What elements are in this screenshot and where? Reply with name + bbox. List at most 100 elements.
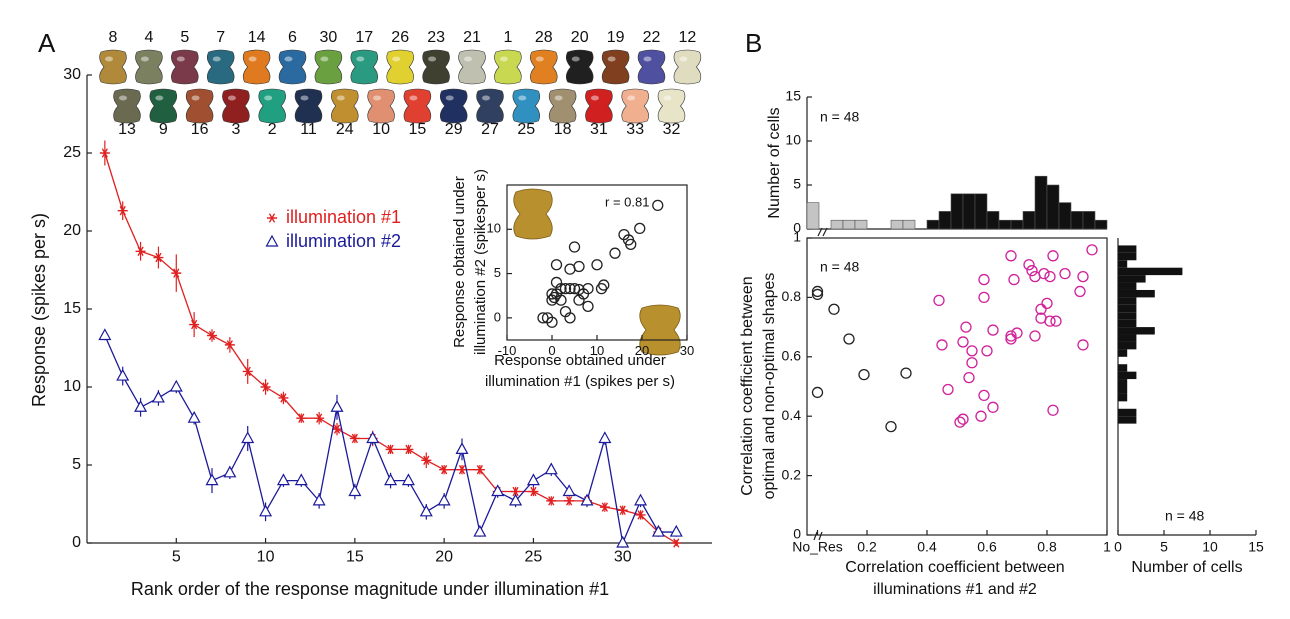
point-marker — [187, 410, 201, 423]
scatter-point — [582, 300, 594, 312]
scatter-point — [1023, 259, 1035, 271]
point-marker — [312, 493, 326, 506]
scatter-point — [546, 288, 558, 300]
shape-icon — [222, 88, 250, 124]
shape-highlight — [409, 95, 418, 101]
scatter-point — [900, 367, 912, 379]
y-tick-label: 1 — [793, 229, 801, 245]
shape-icon — [494, 49, 522, 85]
y-tick-label: 15 — [63, 300, 81, 317]
scatter-point — [595, 282, 608, 295]
point-marker — [99, 148, 110, 158]
point-marker — [241, 431, 255, 444]
scatter-point — [1038, 267, 1050, 280]
shape-icon — [350, 49, 379, 85]
scatter-point — [1041, 297, 1053, 309]
point-marker — [473, 524, 487, 537]
point-marker — [153, 252, 164, 263]
shape-icon — [294, 88, 323, 124]
shape-label: 10 — [372, 121, 390, 138]
shape-highlight — [155, 95, 164, 101]
annotation: r = 0.81 — [605, 194, 649, 209]
shape-highlight — [320, 56, 329, 62]
shape-highlight — [663, 95, 672, 101]
x-tick-label: 10 — [257, 549, 275, 566]
point-marker — [564, 496, 575, 506]
shape-label: 25 — [517, 121, 535, 138]
histogram-bar — [1010, 219, 1024, 230]
scatter-point — [1035, 303, 1047, 315]
x-tick-label: No_Res — [792, 538, 843, 554]
histogram-bar — [1118, 289, 1155, 298]
x-tick-label: 10 — [590, 343, 604, 358]
scatter-point — [933, 294, 945, 307]
shape-icon — [422, 49, 450, 85]
histogram-bar — [986, 211, 1000, 230]
scatter-point — [1029, 330, 1041, 342]
scatter-point — [1059, 267, 1071, 280]
shape-icon — [601, 49, 630, 85]
y-axis-label: Response obtained under — [451, 176, 468, 348]
scatter-point — [987, 401, 999, 413]
scatter-point — [537, 312, 549, 324]
x-tick-label: 0.6 — [977, 538, 997, 554]
x-tick-label: 0.8 — [1037, 538, 1057, 554]
point-marker — [98, 328, 112, 341]
shape-highlight — [264, 95, 273, 101]
point-marker — [651, 524, 665, 537]
shape-highlight — [643, 56, 652, 62]
histogram-bar — [1118, 371, 1137, 380]
histogram-bar — [1118, 408, 1137, 417]
y-tick-label: 30 — [63, 66, 81, 83]
scatter-point — [858, 368, 870, 381]
x-tick-label: 0.4 — [917, 538, 937, 554]
x-tick-label: 15 — [1248, 538, 1264, 554]
shape-icon — [512, 88, 541, 124]
histogram-bar — [962, 193, 976, 230]
shape-icon — [565, 49, 594, 85]
shape-label: 7 — [216, 29, 225, 46]
shape-highlight — [607, 56, 616, 62]
y-tick-label: 5 — [793, 176, 801, 192]
shape-icon — [530, 49, 558, 85]
scatter-point — [1077, 339, 1089, 351]
shape-label: 2 — [268, 121, 277, 138]
shape-icon — [403, 88, 432, 124]
scatter-point — [1005, 333, 1017, 345]
histogram-bar — [1034, 175, 1048, 230]
point-marker — [455, 442, 469, 454]
histogram-bar — [938, 211, 952, 230]
x-tick-label: 15 — [346, 549, 364, 566]
histogram-bar — [1022, 211, 1036, 230]
point-marker — [526, 473, 540, 486]
shape-label: 4 — [144, 29, 153, 46]
shape-label: 3 — [231, 121, 240, 138]
histogram-bar — [1118, 393, 1128, 402]
scatter-point — [981, 345, 993, 357]
shape-label: 17 — [355, 29, 373, 46]
shape-highlight — [499, 56, 508, 62]
scatter-point — [550, 276, 563, 289]
scatter-point — [568, 241, 581, 253]
x-axis-label: Number of cells — [1131, 559, 1242, 576]
shape-icon — [548, 88, 577, 124]
scatter-point — [978, 389, 990, 402]
y-axis-label: optimal and non-optimal shapes — [761, 273, 778, 500]
point-marker — [510, 486, 521, 497]
scatter-point — [1074, 285, 1086, 298]
y-axis-label: illumination #2 (spikesper s) — [472, 169, 489, 355]
histogram-bar — [890, 219, 904, 230]
point-marker — [242, 366, 253, 377]
histogram-bar — [1058, 202, 1072, 230]
shape-highlight — [284, 56, 293, 62]
scatter-point — [987, 324, 999, 336]
scatter-point — [975, 410, 987, 422]
histogram-bar — [830, 219, 844, 230]
scatter-point — [564, 263, 576, 275]
point-marker — [669, 524, 683, 537]
y-tick-label: 20 — [63, 222, 81, 239]
shape-label: 30 — [320, 29, 338, 46]
y-tick-label: 10 — [785, 132, 801, 148]
point-marker — [276, 473, 290, 486]
point-marker — [151, 390, 165, 403]
